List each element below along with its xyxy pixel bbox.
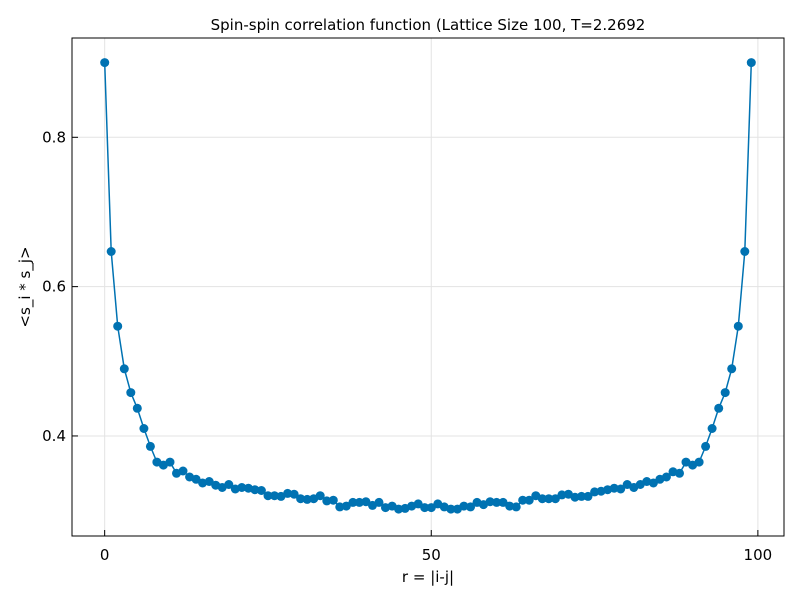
- data-point: [106, 247, 116, 256]
- data-point: [420, 503, 430, 513]
- data-point: [498, 497, 508, 507]
- y-tick-label: 0.4: [42, 427, 66, 445]
- data-point: [224, 480, 234, 489]
- data-point: [263, 491, 273, 501]
- data-point: [583, 491, 593, 501]
- data-point: [524, 495, 534, 505]
- data-point: [139, 424, 149, 433]
- data-point: [544, 494, 554, 504]
- x-tick-label: 0: [100, 546, 110, 564]
- series-layer: [100, 58, 756, 514]
- data-point: [675, 468, 684, 478]
- y-axis-label: <s_i * s_j>: [16, 246, 35, 327]
- data-point: [289, 489, 299, 499]
- data-point: [466, 502, 475, 512]
- data-point: [616, 484, 626, 494]
- data-point: [661, 472, 671, 482]
- data-point: [296, 494, 306, 504]
- data-point: [492, 497, 502, 507]
- data-point: [322, 496, 332, 506]
- data-point: [119, 364, 129, 374]
- data-point: [113, 321, 123, 331]
- data-point: [707, 424, 717, 433]
- y-tick-label: 0.8: [42, 128, 66, 146]
- data-point: [165, 457, 175, 467]
- data-point: [740, 247, 750, 256]
- data-point: [550, 494, 560, 504]
- data-point: [746, 58, 756, 68]
- data-point: [270, 491, 279, 501]
- data-point: [348, 497, 358, 507]
- data-point: [511, 502, 521, 512]
- y-tick-label: 0.6: [42, 278, 66, 296]
- data-point: [518, 495, 528, 505]
- data-point: [485, 497, 495, 507]
- data-point: [394, 504, 404, 514]
- data-point: [361, 497, 371, 507]
- x-tick-label: 100: [744, 546, 773, 564]
- data-point: [328, 495, 338, 505]
- data-point: [714, 403, 724, 413]
- data-point: [145, 441, 155, 451]
- data-point: [733, 321, 743, 331]
- data-point: [727, 364, 737, 374]
- data-point: [354, 497, 364, 507]
- data-point: [590, 487, 600, 497]
- data-point: [374, 497, 384, 507]
- data-point: [720, 388, 730, 398]
- data-point: [132, 403, 142, 413]
- data-point: [302, 494, 312, 504]
- data-point: [701, 441, 711, 451]
- chart-title: Spin-spin correlation function (Lattice …: [211, 16, 646, 34]
- axis-ticks: 0 50 100 0.4 0.6 0.8: [42, 128, 772, 564]
- data-point: [341, 501, 351, 511]
- data-point: [126, 388, 136, 398]
- data-point: [557, 490, 567, 500]
- data-point: [459, 501, 469, 511]
- data-point: [694, 457, 704, 467]
- data-point: [537, 494, 547, 504]
- data-point: [446, 504, 456, 514]
- data-point: [315, 491, 325, 501]
- x-axis-label: r = |i-j|: [402, 568, 454, 586]
- x-tick-label: 50: [422, 546, 441, 564]
- data-point: [237, 483, 247, 492]
- data-point: [577, 491, 586, 501]
- data-point: [178, 466, 188, 476]
- grid: [72, 38, 784, 536]
- data-point: [100, 58, 110, 68]
- data-point: [256, 486, 266, 495]
